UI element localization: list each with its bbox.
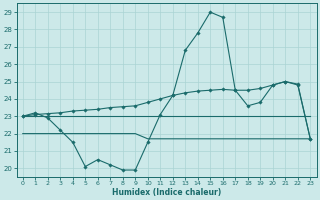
X-axis label: Humidex (Indice chaleur): Humidex (Indice chaleur) — [112, 188, 221, 197]
